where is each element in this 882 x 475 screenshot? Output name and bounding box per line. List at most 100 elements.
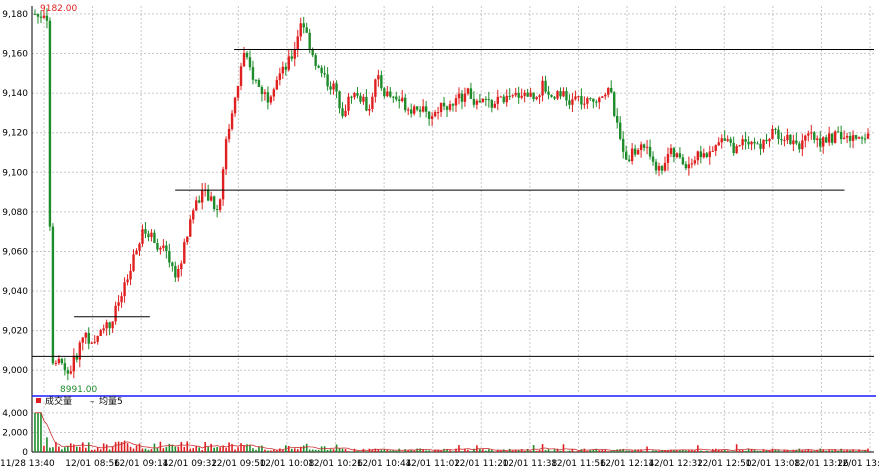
candle-body (792, 140, 795, 145)
candle-body (699, 151, 703, 158)
candle-body (415, 106, 419, 110)
candle-body (350, 96, 353, 98)
candle-body (535, 97, 538, 100)
candle-body (639, 144, 643, 151)
candle-body (813, 132, 816, 140)
price-tick-label: 9,060 (2, 247, 28, 257)
candle-body (51, 226, 55, 364)
candle-body (493, 103, 496, 108)
candle-body (108, 322, 111, 329)
candle-body (454, 98, 458, 106)
candle-body (696, 151, 700, 161)
candle-body (132, 254, 135, 271)
time-tick-label: 12/01 12:14 (600, 459, 655, 469)
candle-body (102, 328, 105, 331)
candle-body (556, 91, 559, 99)
candle-body (801, 140, 804, 150)
time-tick-label: 12/01 09:32 (162, 459, 217, 469)
candle-body (209, 196, 213, 201)
candle-body (738, 145, 741, 147)
candle-body (105, 322, 108, 329)
candle-body (81, 337, 84, 343)
candle-body (254, 79, 258, 81)
candle-body (407, 109, 410, 111)
candle-body (230, 113, 234, 129)
price-tick-label: 9,040 (2, 287, 28, 297)
candle-body (457, 93, 461, 99)
candle-body (269, 96, 273, 103)
candle-body (353, 93, 356, 98)
candle-body (126, 279, 129, 283)
candle-body (538, 95, 541, 98)
price-tick-label: 9,020 (2, 327, 28, 337)
candle-body (783, 140, 786, 142)
candle-body (150, 232, 153, 238)
candle-body (323, 73, 326, 75)
candle-body (517, 92, 520, 98)
candle-body (771, 128, 774, 139)
candle-body (726, 139, 729, 141)
candle-body (263, 92, 267, 95)
candle-body (212, 196, 216, 210)
candle-body (496, 96, 499, 104)
candle-body (33, 13, 37, 15)
candle-body (308, 32, 311, 50)
candle-body (445, 106, 449, 110)
candle-body (335, 83, 338, 92)
candle-body (777, 129, 780, 140)
candle-body (678, 153, 682, 158)
candle-body (723, 138, 726, 141)
candle-body (750, 141, 753, 145)
candle-body (278, 73, 282, 80)
candle-body (245, 52, 249, 58)
candle-body (822, 137, 825, 147)
candle-body (484, 98, 488, 100)
candle-body (553, 96, 556, 99)
candle-body (45, 15, 49, 21)
candle-body (478, 100, 482, 103)
candle-body (195, 200, 198, 211)
price-tick-label: 9,000 (2, 366, 28, 376)
candle-body (854, 135, 858, 139)
candle-body (123, 282, 126, 297)
candle-body (206, 189, 210, 201)
time-tick-label: 12/01 09:50 (211, 459, 266, 469)
candle-body (466, 88, 470, 94)
candle-body (598, 97, 601, 103)
candle-body (819, 138, 822, 147)
price-tick-label: 9,180 (2, 10, 28, 20)
candle-body (621, 138, 625, 152)
candle-body (389, 91, 392, 97)
candle-body (392, 96, 395, 98)
candle-body (711, 150, 714, 152)
candle-body (804, 135, 807, 141)
low-price-label: 8991.00 (60, 385, 97, 395)
candle-body (236, 85, 240, 98)
candle-body (648, 146, 652, 157)
candle-body (383, 88, 386, 97)
candle-body (412, 106, 416, 114)
candle-body (526, 92, 529, 97)
candle-body (642, 144, 646, 148)
candle-body (442, 102, 446, 107)
candle-body (762, 139, 765, 149)
candle-body (242, 52, 246, 67)
candle-body (371, 96, 374, 109)
candle-body (729, 139, 732, 143)
candle-body (153, 232, 156, 243)
candle-body (720, 138, 723, 143)
candle-body (87, 332, 90, 344)
candle-body (529, 92, 532, 97)
candle-body (260, 87, 264, 95)
candle-body (807, 133, 810, 136)
candle-body (690, 163, 694, 165)
candle-body (463, 93, 467, 102)
candle-body (165, 245, 168, 251)
candle-body (810, 132, 813, 134)
candle-body (168, 250, 171, 263)
candle-body (708, 151, 711, 157)
candle-body (571, 99, 574, 105)
candle-body (401, 97, 404, 102)
candle-body (320, 67, 323, 74)
candle-body (523, 92, 526, 96)
